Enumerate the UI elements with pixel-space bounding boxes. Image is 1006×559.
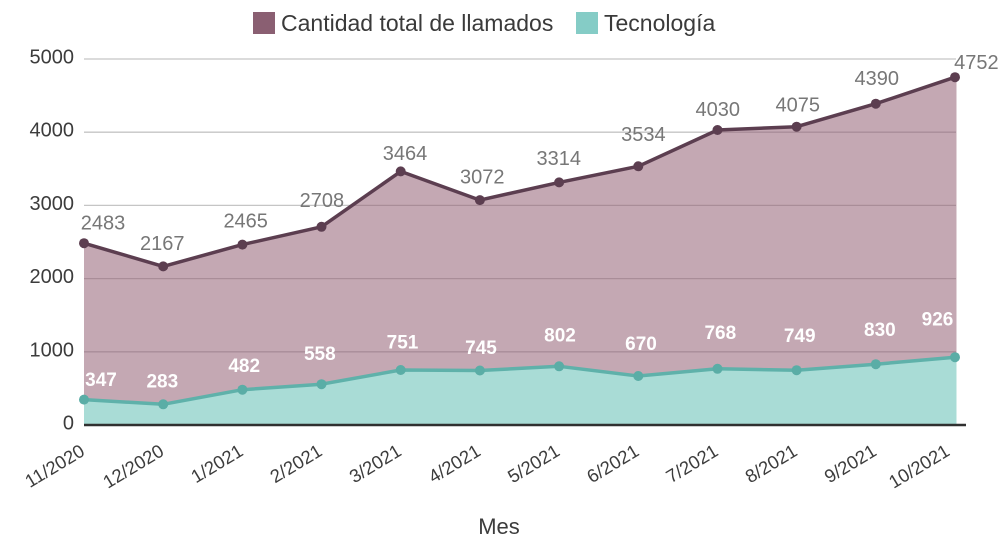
svg-text:802: 802: [544, 325, 576, 346]
svg-text:5000: 5000: [30, 47, 75, 69]
svg-text:751: 751: [387, 333, 419, 354]
svg-text:926: 926: [922, 310, 954, 331]
svg-text:Mes: Mes: [478, 514, 520, 539]
svg-text:4390: 4390: [855, 68, 900, 90]
svg-text:482: 482: [228, 356, 260, 377]
svg-text:670: 670: [625, 334, 657, 355]
svg-text:3000: 3000: [30, 193, 75, 215]
svg-text:749: 749: [784, 326, 816, 347]
svg-text:745: 745: [465, 338, 497, 359]
svg-text:3464: 3464: [383, 143, 428, 165]
svg-text:3534: 3534: [621, 124, 666, 146]
svg-text:558: 558: [304, 344, 336, 365]
svg-text:0: 0: [63, 413, 74, 435]
svg-text:347: 347: [85, 370, 117, 391]
svg-text:1000: 1000: [30, 339, 75, 361]
svg-text:Tecnología: Tecnología: [604, 10, 715, 36]
svg-text:283: 283: [146, 371, 178, 392]
svg-text:2708: 2708: [300, 190, 345, 212]
svg-text:4030: 4030: [696, 99, 741, 121]
svg-text:2465: 2465: [223, 211, 268, 233]
svg-text:2000: 2000: [30, 266, 75, 288]
svg-text:2167: 2167: [140, 233, 185, 255]
svg-text:768: 768: [704, 323, 736, 344]
svg-text:Cantidad total de llamados: Cantidad total de llamados: [281, 10, 553, 36]
svg-text:4752: 4752: [954, 52, 999, 74]
svg-text:830: 830: [864, 320, 896, 341]
svg-text:4075: 4075: [776, 95, 821, 117]
svg-text:3314: 3314: [537, 148, 582, 170]
svg-text:2483: 2483: [81, 213, 126, 235]
svg-text:3072: 3072: [460, 167, 505, 189]
svg-text:4000: 4000: [30, 120, 75, 142]
